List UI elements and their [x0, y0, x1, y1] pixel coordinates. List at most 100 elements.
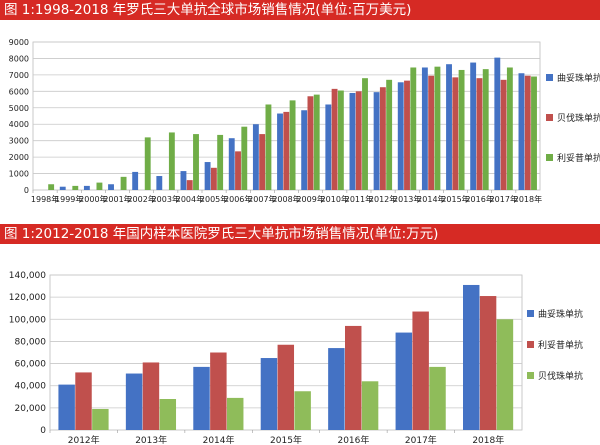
bar — [228, 138, 235, 190]
bar — [241, 126, 248, 190]
y-tick-label: 5000 — [9, 104, 29, 113]
bar — [421, 67, 428, 190]
bar — [204, 162, 211, 190]
chart-domestic-sales: 0 20,000 40,000 60,000 80,000 100,000 120,000 1… — [9, 271, 583, 445]
legend-swatch — [546, 154, 553, 161]
x-tick-label: 2011年 — [345, 194, 373, 204]
chart-title-global: 图 1:1998-2018 年罗氏三大单抗全球市场销售情况(单位:百万美元) — [0, 0, 600, 20]
bar — [92, 408, 109, 430]
bar — [494, 57, 501, 190]
bar — [180, 171, 187, 190]
x-tick-label: 2007年 — [248, 194, 276, 204]
x-tick-label: 2010年 — [321, 194, 349, 204]
bar — [120, 176, 127, 190]
bar — [386, 79, 393, 190]
bar — [325, 104, 332, 190]
bar — [345, 325, 362, 430]
bar — [404, 80, 410, 190]
bar — [294, 391, 311, 430]
legend-label: 利妥昔单抗 — [557, 152, 600, 164]
bar — [125, 373, 143, 430]
bar — [168, 132, 175, 190]
bar — [337, 90, 344, 190]
bar — [506, 67, 513, 190]
bar — [482, 69, 489, 190]
bar — [48, 184, 55, 190]
x-tick-label: 2006年 — [224, 194, 252, 204]
y-tick-label: 40,000 — [15, 382, 47, 392]
bar — [500, 79, 507, 190]
bar — [361, 381, 379, 430]
bar — [289, 100, 296, 190]
bar — [470, 62, 477, 190]
bar — [193, 134, 199, 190]
x-tick-label: 2013年 — [393, 194, 421, 204]
bar — [395, 332, 413, 430]
x-tick-label: 2008年 — [272, 194, 300, 204]
y-tick-label: 3000 — [9, 137, 29, 146]
bar — [446, 64, 452, 190]
bar — [379, 87, 386, 190]
legend-swatch — [527, 341, 534, 348]
bar — [186, 180, 193, 190]
x-tick-label: 2013年 — [135, 434, 167, 445]
legend-swatch — [527, 310, 534, 317]
x-tick-label: 2014年 — [417, 194, 445, 204]
bar — [217, 134, 224, 190]
bar — [144, 137, 151, 190]
y-tick-label: 4000 — [9, 120, 29, 129]
y-tick-label: 8000 — [9, 54, 29, 63]
bar — [452, 77, 459, 190]
y-tick-label: 100,000 — [9, 315, 46, 325]
bar — [265, 104, 272, 190]
bar — [362, 78, 368, 190]
bar — [349, 92, 356, 190]
x-tick-label: 2012年 — [68, 434, 100, 445]
x-tick-label: 2001年 — [103, 194, 131, 204]
bar — [355, 91, 362, 190]
bar — [331, 88, 338, 190]
legend-label: 利妥昔单抗 — [538, 339, 583, 351]
legend-label: 贝伐珠单抗 — [557, 112, 600, 124]
bar — [193, 366, 210, 430]
bar — [373, 92, 380, 190]
legend-swatch — [527, 372, 534, 379]
legend-label: 贝伐珠单抗 — [538, 370, 583, 382]
chart-panel-global-sales: 图 1:1998-2018 年罗氏三大单抗全球市场销售情况(单位:百万美元) 0… — [0, 0, 600, 221]
bar — [260, 358, 278, 430]
x-tick-label: 2004年 — [176, 194, 204, 204]
x-tick-label: 2017年 — [490, 194, 518, 204]
y-tick-label: 140,000 — [9, 271, 46, 281]
y-tick-label: 1000 — [9, 170, 29, 179]
y-tick-label: 2000 — [9, 153, 29, 162]
bar — [75, 372, 92, 430]
x-tick-label: 1999年 — [55, 194, 83, 204]
bar — [156, 176, 163, 190]
bar — [235, 151, 241, 190]
chart-global-sales: 0 1000 2000 3000 4000 5000 6000 7000 8000 9000 199… — [9, 38, 600, 204]
bar — [277, 344, 295, 430]
y-tick-label: 60,000 — [15, 360, 47, 370]
bar — [429, 366, 446, 430]
y-tick-label: 9000 — [9, 38, 29, 47]
bar — [283, 111, 290, 190]
y-tick-label: 0 — [40, 426, 46, 436]
bar — [518, 73, 525, 190]
bar — [458, 69, 465, 190]
legend-label: 曲妥珠单抗 — [538, 308, 583, 320]
bar — [307, 96, 314, 190]
bar — [410, 67, 417, 190]
legend-swatch — [546, 74, 553, 81]
y-tick-label: 7000 — [9, 71, 29, 80]
bar — [397, 82, 404, 190]
x-tick-label: 2012年 — [369, 194, 397, 204]
bar — [132, 171, 139, 190]
chart-panel-domestic-sales: 图 1:2012-2018 年国内样本医院罗氏三大单抗市场销售情况(单位:万元)… — [0, 224, 600, 445]
x-tick-label: 2002年 — [127, 194, 155, 204]
bar — [412, 311, 429, 430]
x-tick-label: 2016年 — [337, 434, 369, 445]
bar — [210, 167, 217, 190]
y-tick-label: 6000 — [9, 87, 29, 96]
x-tick-label: 2018年 — [472, 434, 504, 445]
x-tick-label: 2009年 — [296, 194, 324, 204]
